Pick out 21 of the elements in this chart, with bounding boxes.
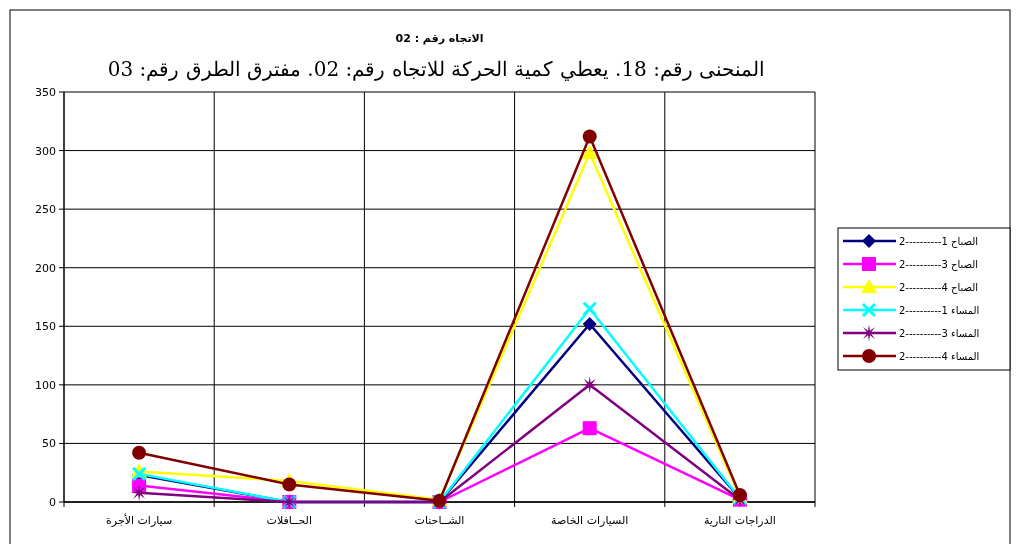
y-tick-label: 50 [42, 437, 56, 451]
y-tick-label: 350 [35, 86, 56, 99]
legend-label: المساء 3----------2 [899, 328, 980, 339]
x-tick-label: الحــافلات [266, 514, 313, 527]
y-tick-label: 150 [35, 320, 56, 334]
x-tick-label: سيارات الأجرة [106, 513, 173, 527]
y-tick-label: 0 [49, 496, 56, 509]
legend-label: الصباح 1----------2 [899, 236, 979, 248]
y-tick-label: 300 [35, 144, 56, 158]
legend-label: المساء 1----------2 [899, 305, 980, 316]
y-tick-label: 200 [35, 261, 56, 275]
x-tick-label: الشــاحنات [414, 514, 465, 527]
legend-label: المساء 4----------2 [899, 351, 980, 362]
chart-subtitle: الاتجاه رقم : 02 [395, 32, 484, 45]
legend-label: الصباح 3----------2 [899, 259, 979, 271]
y-tick-label: 100 [35, 378, 56, 392]
y-tick-label: 250 [35, 203, 56, 217]
x-tick-label: الدراجات النارية [703, 514, 776, 527]
legend-label: الصباح 4----------2 [899, 282, 979, 294]
chart-title: المنحنى رقم: 18. يعطي كمية الحركة للاتجاه رقم: 02. مفترق الطرق رقم: 03 [107, 57, 766, 81]
x-tick-label: السيارات الخاصة [551, 514, 629, 527]
